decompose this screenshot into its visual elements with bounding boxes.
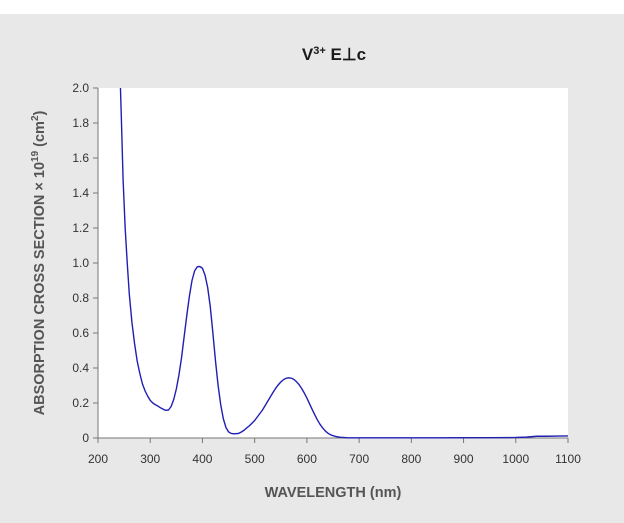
y-axis-title: ABSORPTION CROSS SECTION × 1019 (cm2)	[30, 110, 48, 415]
x-tick-label: 300	[140, 452, 160, 466]
y-tick-label: 0.8	[72, 291, 89, 305]
x-tick-label: 600	[297, 452, 317, 466]
y-tick-label: 1.8	[72, 116, 89, 130]
x-axis-ticks: 200 300 400 500 600 700 800 900 1000 1100	[88, 438, 581, 466]
y-axis-title-unit-exponent: 2	[30, 115, 41, 121]
x-tick-label: 700	[349, 452, 369, 466]
plot-area	[98, 88, 568, 438]
chart-title-rest: E⊥c	[326, 45, 366, 64]
chart-title-superscript: 3+	[313, 45, 326, 57]
y-axis-title-base: ABSORPTION CROSS SECTION × 10	[32, 162, 48, 415]
y-tick-label: 1.0	[72, 256, 89, 270]
y-tick-label: 0.4	[72, 361, 89, 375]
y-tick-label: 0	[82, 431, 89, 445]
y-axis-title-exponent: 19	[30, 150, 41, 162]
y-tick-label: 2.0	[72, 81, 89, 95]
x-tick-label: 800	[401, 452, 421, 466]
x-tick-label: 1000	[502, 452, 529, 466]
x-tick-label: 500	[245, 452, 265, 466]
x-tick-label: 200	[88, 452, 108, 466]
y-tick-label: 1.4	[72, 186, 89, 200]
x-axis-title: WAVELENGTH (nm)	[265, 485, 402, 501]
x-tick-label: 400	[192, 452, 212, 466]
x-tick-label: 1100	[555, 452, 581, 466]
chart-title-base: V	[302, 45, 314, 64]
y-tick-label: 1.6	[72, 151, 89, 165]
y-axis-title-unit-close: )	[32, 110, 48, 115]
y-tick-label: 1.2	[72, 221, 89, 235]
y-tick-label: 0.2	[72, 396, 89, 410]
series-line-absorption	[119, 87, 569, 439]
y-tick-label: 0.6	[72, 326, 89, 340]
y-axis-title-unit-open: (cm	[32, 121, 48, 151]
x-tick-label: 900	[454, 452, 474, 466]
chart-title: V3+ E⊥c	[302, 45, 366, 64]
y-axis-ticks: 0 0.2 0.4 0.6 0.8 1.0 1.2 1.4 1.6 1.8 2.0	[72, 81, 98, 445]
